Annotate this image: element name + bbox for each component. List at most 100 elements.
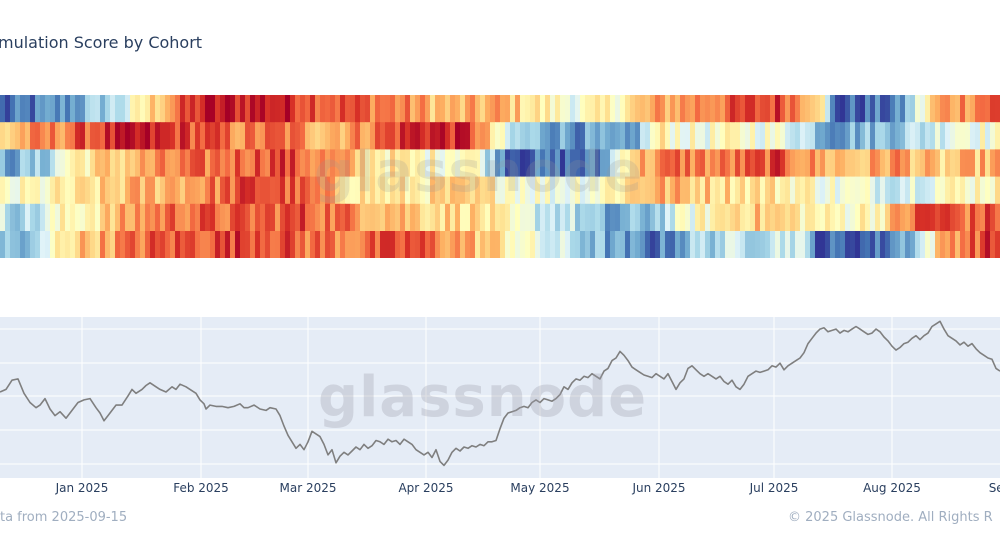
heatmap-cell (475, 203, 481, 232)
heatmap-cell (355, 122, 361, 150)
heatmap-cell (30, 231, 36, 258)
heatmap-cell (615, 203, 621, 232)
heatmap-cell (265, 95, 271, 123)
heatmap-cell (410, 95, 416, 123)
heatmap-cell (670, 149, 676, 178)
heatmap-cell (235, 95, 241, 123)
heatmap-cell (935, 122, 941, 150)
heatmap-cell (410, 203, 416, 232)
heatmap-cell (950, 231, 956, 258)
heatmap-cell (330, 95, 336, 123)
heatmap-cell (680, 203, 686, 232)
heatmap-cell (510, 95, 516, 123)
heatmap-cell (570, 176, 576, 205)
heatmap-cell (225, 149, 231, 178)
heatmap-cell (810, 176, 816, 205)
heatmap-cell (960, 231, 966, 258)
heatmap-cell (905, 176, 911, 205)
heatmap-cell (535, 149, 541, 178)
heatmap-cell (925, 231, 931, 258)
heatmap-cell (95, 95, 101, 123)
heatmap-cell (575, 176, 581, 205)
heatmap-cell (495, 203, 501, 232)
heatmap-cell (480, 203, 486, 232)
heatmap-cell (540, 203, 546, 232)
heatmap-cell (780, 203, 786, 232)
heatmap-cell (870, 176, 876, 205)
heatmap-cell (670, 95, 676, 123)
heatmap-cell (825, 149, 831, 178)
heatmap-cell (60, 149, 66, 178)
heatmap-cell (590, 95, 596, 123)
heatmap-cell (895, 203, 901, 232)
heatmap-cell (390, 203, 396, 232)
heatmap-cell (30, 176, 36, 205)
heatmap-cell (690, 95, 696, 123)
heatmap-cell (175, 231, 181, 258)
heatmap-cell (615, 122, 621, 150)
heatmap-cell (640, 231, 646, 258)
heatmap-cell (830, 176, 836, 205)
heatmap-cell (35, 122, 41, 150)
heatmap-cell (235, 149, 241, 178)
heatmap-cell (210, 231, 216, 258)
heatmap-cell (560, 149, 566, 178)
heatmap-cell (5, 231, 11, 258)
heatmap-cell (535, 203, 541, 232)
heatmap-cell (750, 176, 756, 205)
heatmap-cell (380, 149, 386, 178)
heatmap-cell (745, 149, 751, 178)
heatmap-cell (155, 122, 161, 150)
heatmap-cell (835, 149, 841, 178)
heatmap-cell (315, 122, 321, 150)
heatmap-cell (625, 122, 631, 150)
heatmap-cell (230, 149, 236, 178)
heatmap-cell (600, 122, 606, 150)
heatmap-cell (15, 95, 21, 123)
heatmap-cell (450, 122, 456, 150)
heatmap-cell (720, 149, 726, 178)
heatmap-cell (475, 231, 481, 258)
heatmap-cell (80, 122, 86, 150)
heatmap-cell (440, 203, 446, 232)
heatmap-cell (285, 176, 291, 205)
heatmap-cell (830, 149, 836, 178)
heatmap-cell (125, 176, 131, 205)
heatmap-cell (670, 231, 676, 258)
heatmap-cell (690, 176, 696, 205)
heatmap-cell (315, 203, 321, 232)
heatmap-cell (760, 203, 766, 232)
heatmap-cell (70, 176, 76, 205)
heatmap-cell (705, 122, 711, 150)
heatmap-cell (300, 95, 306, 123)
heatmap-cell (130, 231, 136, 258)
heatmap-cell (190, 176, 196, 205)
heatmap-cell (365, 95, 371, 123)
heatmap-cell (885, 176, 891, 205)
heatmap-cell (750, 231, 756, 258)
heatmap-cell (320, 176, 326, 205)
heatmap-cell (945, 231, 951, 258)
heatmap-cell (645, 122, 651, 150)
heatmap-cell (340, 176, 346, 205)
heatmap-cell (925, 149, 931, 178)
heatmap-cell (830, 203, 836, 232)
heatmap-cell (490, 95, 496, 123)
heatmap-cell (605, 122, 611, 150)
heatmap-cell (770, 203, 776, 232)
heatmap-cell (515, 231, 521, 258)
heatmap-cell (920, 122, 926, 150)
heatmap-cell (725, 95, 731, 123)
heatmap-cell (390, 122, 396, 150)
heatmap-cell (530, 203, 536, 232)
heatmap-cell (630, 176, 636, 205)
heatmap-cell (15, 122, 21, 150)
heatmap-cell (910, 122, 916, 150)
heatmap-cell (650, 122, 656, 150)
heatmap-cell (270, 176, 276, 205)
heatmap-cell (955, 231, 961, 258)
heatmap-cell (840, 95, 846, 123)
heatmap-cell (205, 122, 211, 150)
heatmap-cell (50, 122, 56, 150)
heatmap-cell (925, 203, 931, 232)
